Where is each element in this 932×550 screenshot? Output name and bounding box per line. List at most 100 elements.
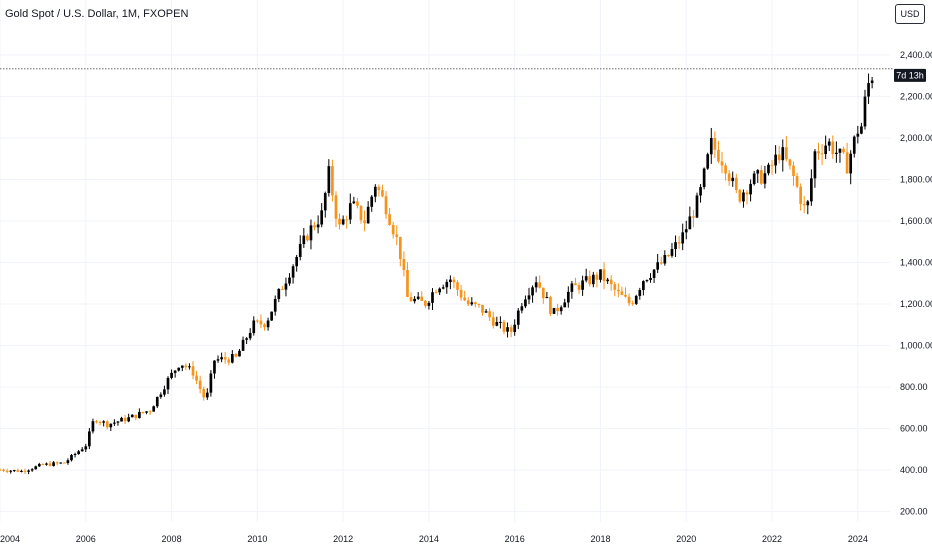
x-tick-label: 2004 [0, 534, 20, 544]
y-tick-label: 1,600.00 [900, 216, 932, 226]
candle-body [180, 365, 184, 368]
candle-body [734, 177, 738, 190]
candle-body [109, 423, 113, 428]
candle-body [41, 464, 45, 466]
candle-body [80, 449, 84, 452]
candle-body [298, 244, 302, 257]
x-tick-label: 2008 [162, 534, 182, 544]
candle-body [781, 147, 785, 161]
candle-body [113, 422, 116, 424]
candle-body [756, 170, 760, 174]
candle-body [788, 159, 792, 166]
candle-body [27, 470, 30, 472]
candle-body [649, 277, 652, 281]
candle-body [595, 274, 599, 280]
candle-body [688, 216, 692, 230]
candle-body [427, 302, 431, 306]
candle-body [48, 463, 52, 466]
candle-body [216, 359, 220, 361]
candle-body [763, 173, 767, 184]
candle-body [538, 282, 542, 288]
candle-body [338, 218, 341, 225]
candle-body [420, 296, 424, 301]
candle-body [281, 288, 284, 290]
y-tick-label: 1,400.00 [900, 258, 932, 268]
candle-body [391, 224, 395, 235]
candle-body [677, 242, 681, 244]
candle-body [466, 300, 470, 305]
candle-body [66, 460, 70, 464]
candle-body [456, 282, 459, 290]
candle-body [620, 291, 624, 295]
candle-body [849, 153, 853, 174]
candle-body [16, 470, 20, 472]
candle-body [98, 422, 102, 424]
candle-body [549, 296, 552, 314]
candle-body [449, 279, 452, 282]
candle-body [531, 287, 534, 296]
candle-body [524, 299, 527, 307]
candle-body [860, 126, 863, 134]
candle-body [795, 176, 799, 187]
candle-body [398, 236, 402, 260]
y-tick-label: 1,800.00 [900, 174, 932, 184]
candle-body [602, 269, 606, 282]
price-axis[interactable]: 200.00 400.00 600.00 800.00 1,000.00 1,200.00… [900, 50, 932, 517]
y-tick-label: 200.00 [900, 507, 928, 517]
candle-body [563, 302, 567, 308]
candle-body [34, 466, 38, 470]
candle-body [441, 287, 445, 289]
candle-body [556, 307, 559, 312]
candle-body [663, 255, 667, 264]
candle-body [584, 276, 588, 281]
candle-body [348, 203, 352, 220]
candle-body [767, 164, 770, 174]
candle-body [824, 145, 828, 155]
candle-body [23, 470, 27, 472]
candle-body [431, 292, 434, 303]
candle-body [334, 195, 338, 219]
candle-body [363, 220, 366, 224]
candle-body [62, 462, 66, 464]
candle-body [813, 151, 817, 179]
countdown-badge-text: 7d 13h [896, 70, 924, 80]
candle-body [867, 83, 870, 97]
candle-body [9, 470, 13, 472]
candle-body [163, 389, 166, 395]
candle-body [263, 324, 266, 328]
currency-button[interactable]: USD [895, 4, 925, 24]
candle-body [12, 470, 16, 472]
candle-body [727, 173, 731, 182]
candle-body [220, 357, 223, 360]
candle-body [695, 195, 699, 218]
candle-body [684, 229, 688, 233]
candle-body [706, 154, 710, 169]
candle-body [438, 288, 441, 293]
time-axis[interactable]: 2004 2006 2008 2010 2012 2014 2016 2018 2020 2022… [0, 534, 868, 544]
candle-body [495, 322, 499, 326]
candle-body [259, 320, 263, 325]
candle-body [0, 469, 2, 471]
candle-body [95, 421, 98, 423]
candle-body [295, 256, 299, 267]
candle-body [559, 307, 563, 312]
candle-body [331, 166, 334, 196]
candle-body [356, 201, 359, 206]
candle-body [481, 304, 484, 313]
candle-body [155, 396, 159, 407]
candle-body [591, 274, 595, 285]
candle-body [84, 446, 88, 450]
candle-body [785, 147, 788, 160]
candle-body [631, 303, 634, 305]
candle-body [416, 296, 420, 299]
candle-body [209, 373, 213, 393]
candle-body [102, 421, 105, 423]
candle-body [484, 311, 488, 313]
candle-body [599, 269, 602, 280]
candle-body [413, 298, 416, 302]
candle-body [302, 235, 306, 245]
candle-body [831, 141, 835, 154]
candle-body [352, 201, 356, 204]
candle-body [434, 292, 438, 294]
